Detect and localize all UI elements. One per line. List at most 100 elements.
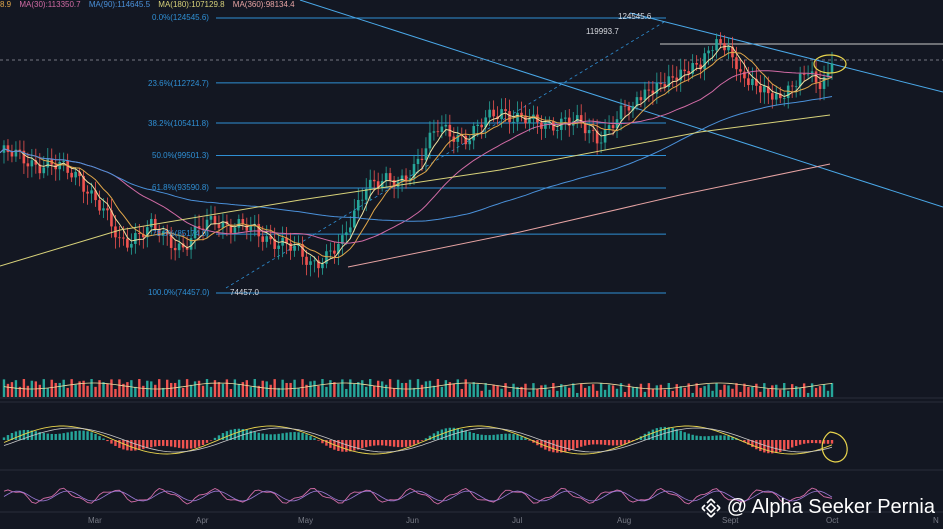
volume-bar-141 [560,384,563,397]
candle-body-87 [345,232,348,236]
candle-body-6 [22,150,26,164]
macd-hist-29 [114,440,117,446]
volume-bar-50 [197,380,201,397]
macd-hist-153 [607,440,611,446]
candle-body-77 [305,256,308,265]
candle-body-147 [583,123,587,134]
candle-body-75 [297,244,300,246]
volume-bar-18 [70,379,73,397]
macd-hist-149 [591,440,595,445]
candle-body-152 [603,129,607,143]
volume-bar-154 [611,385,615,397]
volume-bar-208 [826,390,830,397]
macd-hist-4 [14,431,18,440]
macd-hist-142 [564,440,567,452]
candle-body-3 [10,152,14,157]
macd-hist-121 [480,434,483,440]
macd-hist-183 [727,435,730,440]
volume-bar-133 [528,391,531,397]
macd-hist-127 [504,433,507,440]
macd-hist-176 [699,436,702,440]
macd-hist-53 [209,440,213,441]
macd-hist-154 [611,440,615,446]
candle-body-162 [643,89,647,101]
macd-hist-50 [197,440,201,447]
volume-bar-152 [603,389,607,397]
volume-bar-12 [46,387,49,397]
volume-bar-109 [432,385,436,397]
fib-label-2: 38.2%(105411.8) [148,119,209,128]
candle-body-160 [635,97,639,107]
macd-hist-137 [544,440,547,450]
macd-hist-192 [763,440,766,453]
macd-hist-20 [78,430,81,440]
candle-body-43 [169,234,173,248]
ma-line-180 [0,114,831,267]
macd-hist-209 [830,440,834,444]
macd-hist-157 [623,440,627,445]
macd-hist-67 [265,434,268,440]
candle-body-169 [671,76,675,78]
macd-hist-5 [18,430,22,440]
macd-hist-91 [361,440,364,449]
volume-bar-78 [309,381,312,397]
macd-hist-102 [404,440,408,447]
volume-bar-132 [524,383,527,397]
month-label-4: Jul [512,516,523,525]
volume-bar-62 [245,380,249,397]
macd-hist-24 [94,433,97,440]
macd-hist-82 [325,440,328,446]
volume-bar-129 [512,383,515,397]
volume-bar-23 [90,379,93,397]
macd-hist-151 [599,440,603,445]
candle-body-178 [707,50,710,54]
candle-body-53 [209,216,213,220]
macd-hist-191 [759,440,762,452]
macd-hist-97 [384,440,388,446]
ma-legend-0: 8.9 [0,0,12,9]
volume-bar-186 [739,391,742,397]
volume-bar-89 [353,383,356,397]
candle-body-76 [301,244,304,257]
macd-hist-65 [257,432,260,440]
candle-body-177 [703,53,706,70]
candle-body-35 [138,233,141,235]
macd-hist-74 [293,432,296,440]
candle-body-150 [595,130,599,144]
candle-body-30 [118,237,121,239]
candle-body-69 [273,239,276,249]
volume-bar-113 [448,382,452,397]
candle-body-104 [412,164,416,179]
volume-bar-96 [380,381,384,397]
volume-bar-140 [556,390,559,397]
macd-hist-104 [412,440,416,445]
macd-hist-16 [62,433,65,440]
ma-legend-3: MA(180):107129.8 [158,0,225,9]
volume-bar-63 [249,386,252,397]
volume-bar-84 [333,382,336,397]
candle-body-106 [420,158,424,161]
candle-body-154 [611,125,615,129]
candle-body-109 [432,131,436,133]
candle-body-88 [349,227,352,233]
volume-bar-110 [436,379,440,397]
macd-hist-71 [281,433,284,440]
annotation-circle-price [813,54,847,74]
volume-bar-191 [759,391,762,397]
volume-bar-91 [361,380,364,397]
macd-hist-202 [802,440,806,444]
macd-hist-23 [90,432,93,440]
macd-hist-14 [54,433,57,440]
volume-bar-68 [269,384,272,397]
candle-body-156 [619,105,623,120]
candle-body-33 [130,243,133,248]
candle-body-84 [333,250,336,254]
candle-body-70 [277,245,280,249]
macd-hist-57 [225,431,229,440]
macd-hist-133 [528,440,531,441]
month-label-1: Apr [196,516,209,525]
macd-hist-13 [50,433,53,440]
candle-body-66 [261,236,265,242]
candle-body-107 [424,148,428,161]
